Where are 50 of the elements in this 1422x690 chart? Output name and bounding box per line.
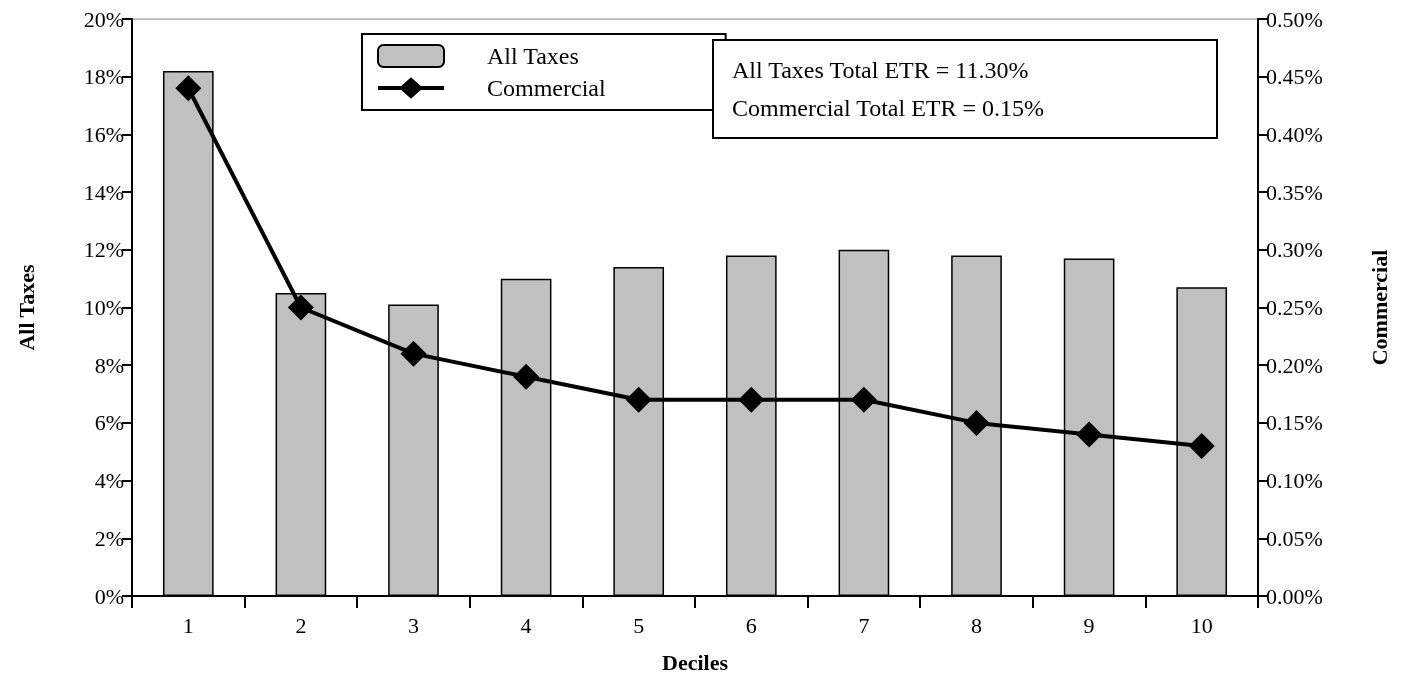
y2-axis-title: Commercial <box>1366 249 1392 366</box>
x-tick-label: 3 <box>408 612 419 638</box>
y2-tick-label: 0.10% <box>1266 468 1323 494</box>
point <box>963 409 990 436</box>
x-tick-label: 4 <box>520 612 532 638</box>
x-axis-title: Deciles <box>662 649 729 675</box>
y-tick-label: 6% <box>94 410 124 436</box>
point <box>513 363 540 390</box>
y-tick-label: 18% <box>83 64 124 90</box>
y-tick-label: 14% <box>83 179 124 205</box>
legend-label: All Taxes <box>487 43 579 69</box>
summary-box: All Taxes Total ETR = 11.30% Commercial Total ETR = 0.15% <box>712 39 1218 139</box>
x-tick-label: 5 <box>633 612 645 638</box>
x-tick-label: 2 <box>295 612 307 638</box>
y-tick-label: 4% <box>94 468 124 494</box>
y2-tick-label: 0.05% <box>1266 525 1323 551</box>
x-tick-label: 8 <box>971 612 982 638</box>
y2-tick-label: 0.00% <box>1266 583 1323 609</box>
y2-tick-label: 0.50% <box>1266 6 1323 32</box>
y-tick-label: 20% <box>83 6 124 32</box>
point <box>625 386 652 413</box>
annotation: Commercial Total ETR = 0.15% <box>732 94 1046 123</box>
y2-tick-label: 0.15% <box>1266 410 1323 436</box>
point <box>1076 421 1103 448</box>
y-tick-label: 0% <box>94 583 124 609</box>
point <box>1188 432 1215 459</box>
y2-tick-label: 0.35% <box>1266 179 1323 205</box>
y2-tick-label: 0.40% <box>1266 121 1323 147</box>
annotation: All Taxes Total ETR = 11.30% <box>732 56 1030 85</box>
x-tick-label: 7 <box>858 612 870 638</box>
y2-tick-label: 0.25% <box>1266 295 1323 320</box>
y-axis-title: All Taxes <box>13 263 39 351</box>
legend-label: Commercial <box>487 75 606 101</box>
x-tick-label: 1 <box>182 612 194 638</box>
y-tick-label: 16% <box>83 121 124 147</box>
y-tick-label: 12% <box>83 237 124 263</box>
x-tick-label: 10 <box>1190 612 1213 638</box>
point <box>287 294 314 321</box>
y-tick-label: 2% <box>94 525 124 551</box>
point <box>175 75 202 102</box>
x-tick-label: 9 <box>1083 612 1095 638</box>
y2-tick-label: 0.20% <box>1266 352 1323 378</box>
point <box>400 340 427 367</box>
y-tick-label: 10% <box>83 295 124 320</box>
y2-tick-label: 0.45% <box>1266 64 1323 90</box>
y-tick-label: 8% <box>94 352 124 378</box>
x-tick-label: 6 <box>745 612 757 638</box>
point <box>738 386 765 413</box>
y2-tick-label: 0.30% <box>1266 237 1323 263</box>
point <box>850 386 877 413</box>
